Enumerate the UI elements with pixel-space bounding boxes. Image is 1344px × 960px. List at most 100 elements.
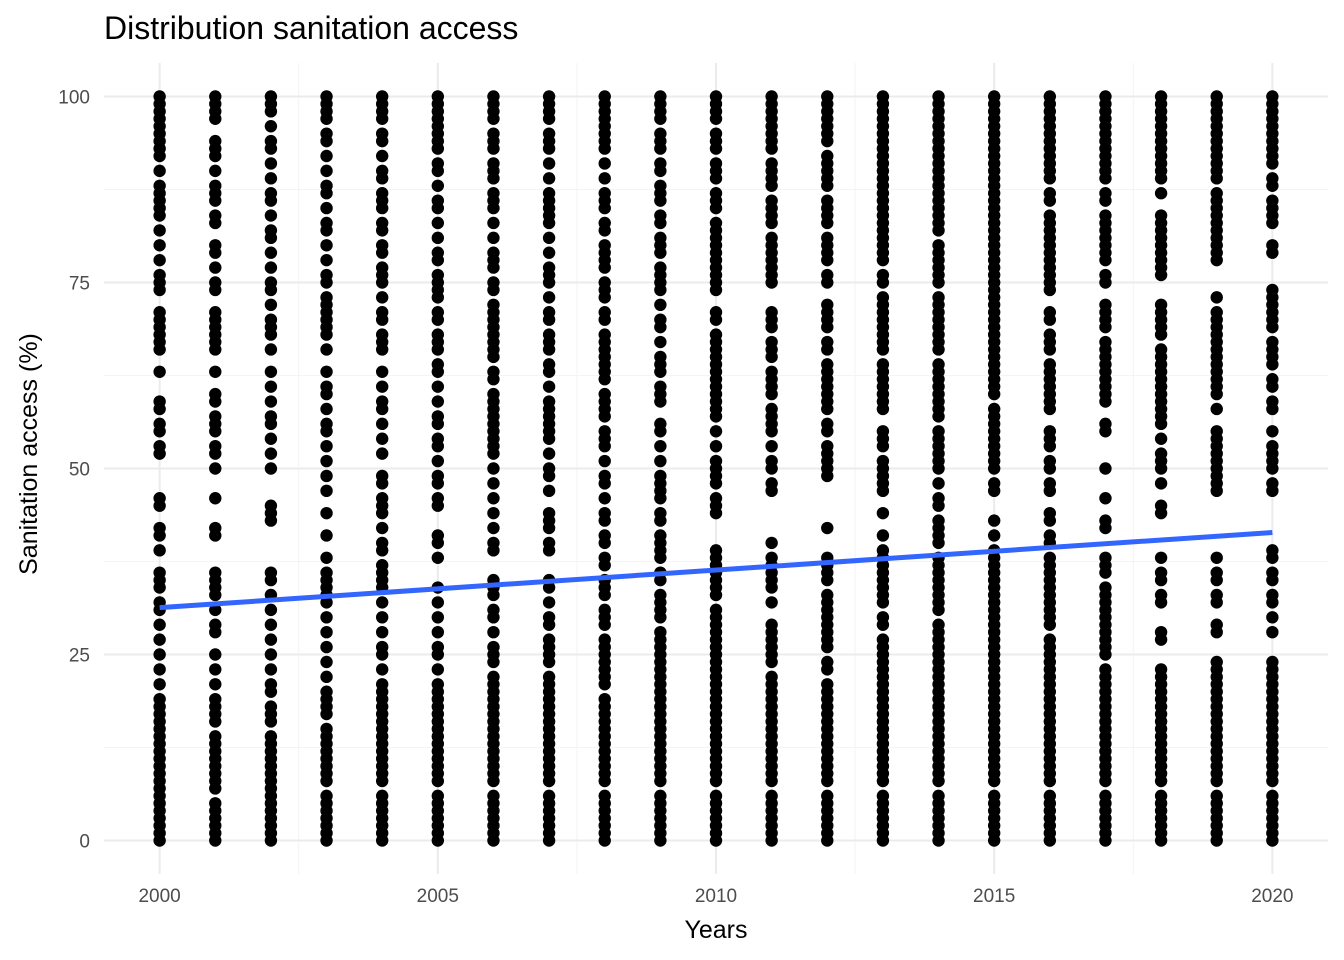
x-tick-label: 2005: [417, 886, 459, 907]
data-point: [320, 834, 333, 847]
data-point: [1099, 462, 1112, 475]
data-point: [264, 209, 278, 222]
data-point: [264, 648, 278, 661]
data-point: [654, 439, 667, 453]
data-point: [431, 253, 445, 267]
data-point: [765, 216, 778, 230]
data-point: [320, 707, 333, 721]
data-point: [431, 291, 445, 304]
x-tick-label: 2020: [1251, 886, 1293, 907]
data-point: [375, 224, 389, 237]
x-tick-label: 2015: [973, 886, 1015, 907]
data-point: [487, 112, 500, 126]
data-point: [1266, 484, 1279, 498]
data-point: [264, 618, 278, 631]
data-point: [320, 201, 333, 215]
data-point: [264, 365, 278, 378]
data-point: [431, 365, 445, 378]
data-point: [542, 112, 556, 126]
data-point: [598, 439, 611, 453]
data-point: [1043, 514, 1057, 527]
data-point: [1266, 462, 1279, 475]
data-point: [209, 246, 222, 259]
data-point: [264, 603, 278, 617]
data-point: [264, 432, 278, 445]
data-point: [1043, 194, 1057, 207]
data-point: [598, 410, 611, 423]
data-point: [1266, 834, 1279, 847]
data-point: [1210, 834, 1223, 847]
data-point: [876, 618, 890, 631]
data-point: [709, 588, 723, 602]
data-point: [821, 402, 834, 416]
data-point: [264, 633, 278, 646]
data-point: [1154, 774, 1168, 788]
y-tick-label: 50: [69, 460, 90, 481]
data-point: [654, 611, 667, 624]
data-point: [153, 224, 166, 237]
data-point: [209, 603, 222, 617]
data-point: [153, 253, 166, 267]
data-point: [1154, 633, 1168, 646]
data-point: [1210, 774, 1223, 788]
data-point: [431, 179, 445, 192]
data-point: [765, 462, 778, 475]
data-point: [654, 425, 667, 438]
data-point: [987, 462, 1001, 475]
data-point: [487, 350, 500, 364]
data-point: [654, 395, 667, 408]
data-point: [264, 157, 278, 170]
data-point: [320, 469, 333, 483]
data-point: [375, 663, 389, 676]
data-point: [932, 343, 945, 356]
data-point: [153, 365, 166, 378]
data-point: [542, 216, 556, 230]
data-point: [1266, 774, 1279, 788]
y-tick-label: 100: [58, 87, 90, 108]
data-point: [153, 343, 166, 356]
data-point: [1210, 573, 1223, 587]
data-point: [876, 774, 890, 788]
data-point: [765, 276, 778, 289]
data-point: [876, 834, 890, 847]
data-point: [153, 283, 166, 297]
data-point: [320, 365, 333, 378]
data-point: [542, 313, 556, 326]
data-point: [654, 492, 667, 505]
data-point: [654, 216, 667, 230]
data-point: [932, 462, 945, 475]
chart-title: Distribution sanitation access: [104, 10, 519, 46]
data-point: [264, 462, 278, 475]
data-point: [1043, 343, 1057, 356]
data-point: [765, 425, 778, 438]
y-tick-label: 75: [69, 273, 90, 294]
data-point: [264, 194, 278, 207]
data-point: [209, 112, 222, 126]
data-point: [320, 551, 333, 564]
data-point: [431, 625, 445, 639]
data-point: [431, 611, 445, 624]
data-point: [765, 581, 778, 594]
data-point: [542, 655, 556, 669]
data-point: [709, 425, 723, 438]
data-point: [153, 529, 166, 542]
data-point: [209, 343, 222, 356]
y-tick-label: 25: [69, 646, 90, 667]
data-point: [375, 611, 389, 624]
data-point: [598, 373, 611, 386]
data-point: [264, 447, 278, 460]
data-point: [320, 611, 333, 624]
data-point: [375, 506, 389, 520]
data-point: [487, 283, 500, 297]
data-point: [654, 573, 667, 587]
data-point: [821, 573, 834, 587]
data-point: [876, 253, 890, 267]
data-point: [542, 447, 556, 460]
data-point: [932, 603, 945, 617]
data-point: [264, 231, 278, 245]
data-point: [487, 216, 500, 230]
data-point: [876, 596, 890, 609]
data-point: [1266, 425, 1279, 438]
data-point: [1266, 611, 1279, 624]
data-point: [654, 774, 667, 788]
